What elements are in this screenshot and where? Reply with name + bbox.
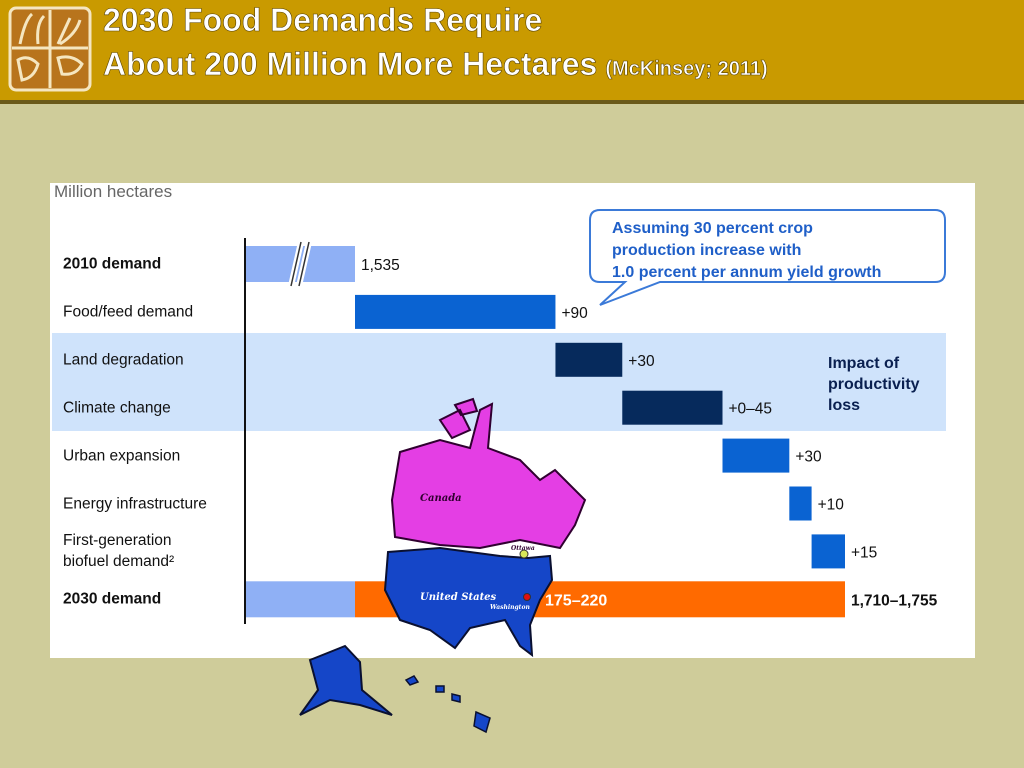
- map-label: Ottawa: [511, 545, 535, 552]
- category-label: 2010 demand: [63, 255, 162, 273]
- axis-break: [290, 241, 310, 287]
- callout-text: production increase with: [612, 242, 801, 259]
- bar: [622, 390, 723, 425]
- value-label: +0–45: [729, 401, 773, 418]
- map-label: United States: [420, 592, 497, 603]
- callout-text: Assuming 30 percent crop: [612, 220, 813, 237]
- title-line: About 200 Million More Hectares (McKinsey…: [103, 46, 768, 82]
- category-label: Urban expansion: [63, 447, 181, 465]
- category-label: First-generation biofuel demand²: [63, 532, 175, 571]
- bar: [811, 534, 845, 569]
- title-line: 2030 Food Demands Require: [103, 2, 542, 38]
- value-label: 1,710–1,755: [851, 592, 938, 609]
- highlight-band: [52, 333, 946, 431]
- header-band: [0, 0, 1024, 102]
- highlight-text: productivity: [828, 376, 920, 393]
- category-label: Land degradation: [63, 351, 184, 369]
- title-text: About 200 Million More Hectares: [103, 46, 597, 82]
- category-label: Climate change: [63, 399, 171, 417]
- bar: [789, 486, 812, 521]
- header-rule: [0, 100, 1024, 104]
- value-label: +90: [561, 305, 588, 322]
- highlight-text: loss: [828, 397, 860, 414]
- category-label: Energy infrastructure: [63, 495, 207, 512]
- bar: [355, 294, 556, 329]
- source: (McKinsey; 2011): [605, 58, 767, 80]
- callout-text: 1.0 percent per annum yield growth: [612, 264, 881, 281]
- value-label: +10: [818, 497, 845, 514]
- category-label: 2030 demand: [63, 590, 162, 608]
- map-label: Washington: [490, 604, 530, 611]
- value-label: 1,535: [361, 257, 400, 274]
- logo: [8, 6, 92, 92]
- bar: [246, 581, 355, 618]
- bar: [722, 438, 790, 473]
- map-label: Canada: [420, 493, 462, 504]
- highlight-text: Impact of: [828, 355, 900, 372]
- bar: [555, 342, 623, 377]
- value-label: +15: [851, 544, 877, 561]
- unit-label: Million hectares: [54, 182, 172, 201]
- value-label: +30: [628, 353, 655, 370]
- increase-label: 175–220: [545, 592, 607, 609]
- callout-bubble: [589, 209, 946, 306]
- value-label: +30: [795, 449, 822, 466]
- category-label: Food/feed demand: [63, 303, 194, 321]
